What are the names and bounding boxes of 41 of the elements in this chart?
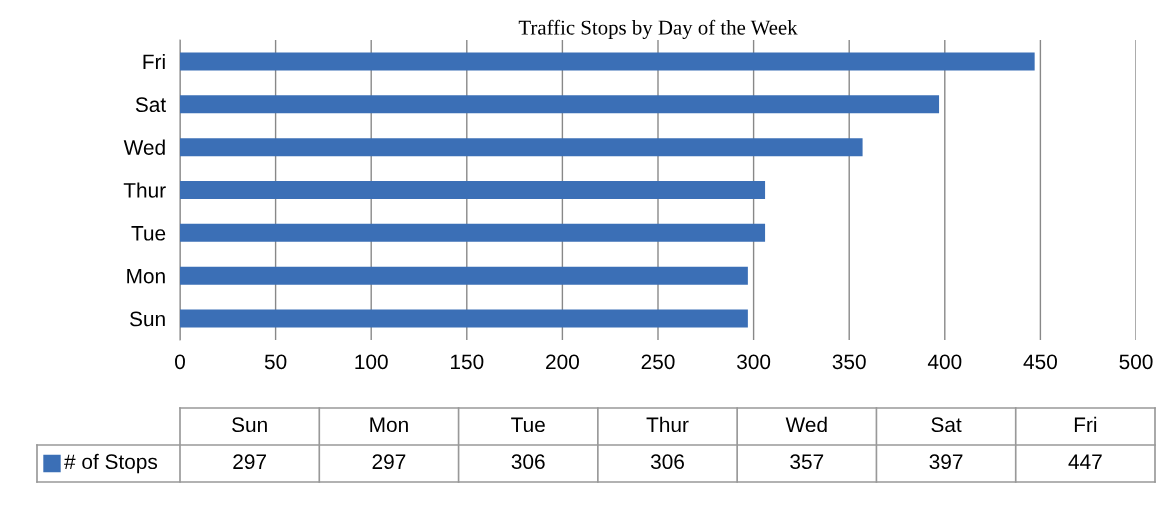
category-label: Tue: [511, 417, 545, 433]
legend-label: # of Stops: [64, 453, 158, 474]
category-label: Wed: [785, 416, 827, 433]
bar: [180, 309, 748, 328]
x-tick-label: 350: [832, 354, 866, 370]
y-tick-label: Sun: [129, 311, 165, 327]
data-label: 297: [233, 454, 266, 470]
x-tick-label: 500: [1119, 354, 1153, 370]
y-tick-label: Sat: [135, 97, 166, 113]
y-tick-label: Mon: [127, 268, 165, 284]
x-tick-label: 200: [546, 354, 579, 370]
y-tick-label: Thur: [123, 182, 166, 198]
data-label: 297: [372, 454, 406, 470]
x-tick-label: 450: [1023, 354, 1057, 370]
data-label: 397: [929, 454, 963, 470]
bar: [180, 223, 766, 242]
bar: [180, 52, 1035, 71]
bar: [180, 95, 940, 114]
category-label: Mon: [370, 417, 408, 433]
data-label: 357: [790, 454, 824, 470]
bar: [180, 138, 863, 157]
x-tick-label: 100: [355, 354, 388, 370]
x-tick-label: 300: [737, 354, 771, 370]
data-label: 306: [511, 454, 545, 470]
category-label: Sat: [931, 417, 962, 433]
y-tick-label: Wed: [123, 139, 165, 155]
y-tick-label: Tue: [131, 226, 166, 241]
category-label: Sun: [232, 417, 267, 433]
x-tick-label: 0: [175, 354, 185, 370]
data-label: 447: [1068, 454, 1102, 469]
x-tick-label: 150: [451, 354, 484, 370]
x-tick-label: 400: [927, 354, 962, 370]
y-tick-label: Fri: [143, 53, 165, 69]
x-tick-label: 50: [264, 354, 287, 370]
x-tick-label: 250: [641, 354, 675, 370]
data-label: 306: [650, 454, 684, 470]
bar: [180, 181, 766, 199]
category-label: Fri: [1074, 416, 1097, 432]
chart-title: Traffic Stops by Day of the Week: [518, 19, 798, 39]
bar: [180, 266, 748, 285]
category-label: Thur: [646, 416, 689, 433]
